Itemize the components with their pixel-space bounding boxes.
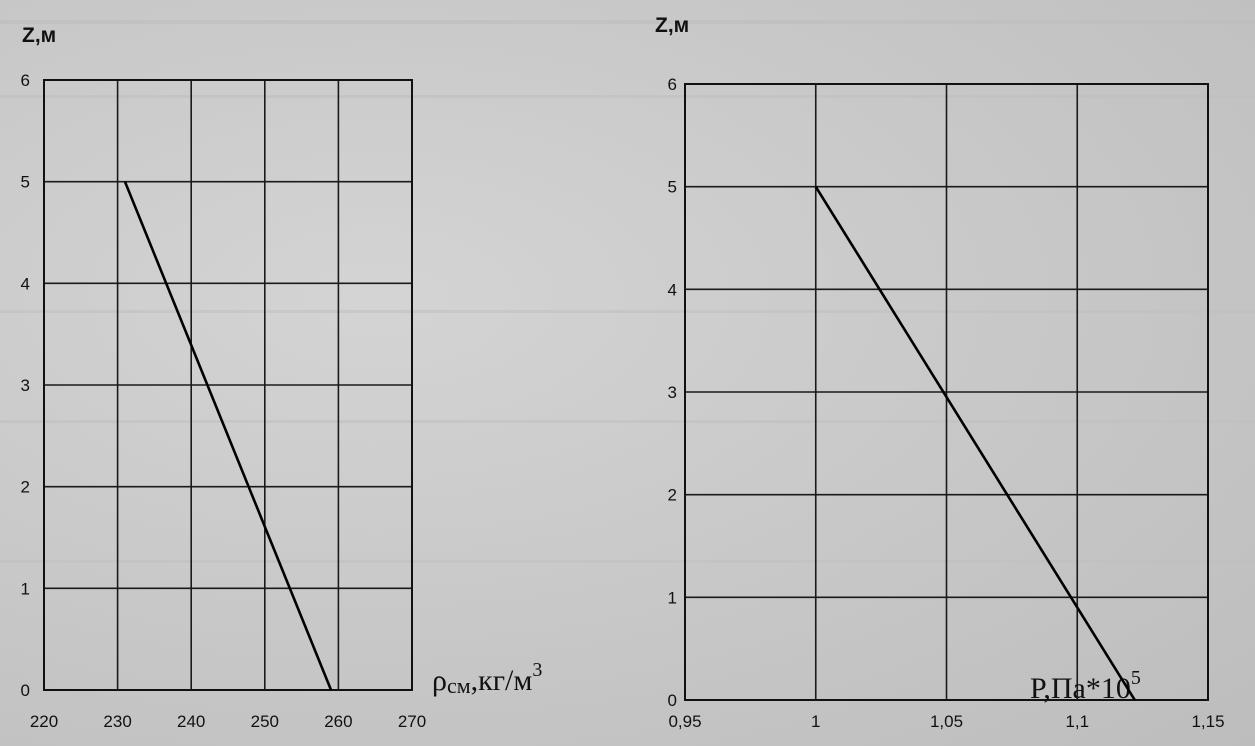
density-chart: 220 230 240 250 260 270 0 1 2 3 4 5 6 Z,м ρсм,кг/м3 (21, 24, 543, 731)
plot-frame (684, 83, 1209, 701)
y-axis-title: Z,м (22, 24, 56, 47)
y-tick-label: 2 (21, 478, 30, 497)
x-tick-label: 0,95 (668, 712, 701, 731)
x-tick-label: 220 (30, 712, 58, 731)
y-tick-label: 2 (668, 486, 677, 505)
x-tick-label: 1,05 (930, 712, 963, 731)
y-tick-label: 1 (668, 588, 677, 607)
series-line (123, 181, 333, 691)
y-tick-label: 6 (668, 75, 677, 94)
y-tick-label: 5 (21, 173, 30, 192)
bleed-through-texture (0, 20, 1255, 563)
y-tick-label: 5 (668, 178, 677, 197)
y-tick-label: 3 (21, 376, 30, 395)
y-tick-label: 4 (668, 280, 677, 299)
y-tick-label: 3 (668, 383, 677, 402)
plot-frame (43, 79, 413, 691)
y-tick-label: 1 (21, 579, 30, 598)
series-line (814, 185, 1136, 701)
y-axis-title: Z,м (655, 14, 689, 37)
x-tick-label: 250 (251, 712, 279, 731)
x-tick-label: 270 (398, 712, 426, 731)
y-tick-label: 6 (21, 71, 30, 90)
x-tick-label: 1,15 (1191, 712, 1224, 731)
x-axis-title: ρсм,кг/м3 (432, 659, 542, 698)
y-tick-label: 0 (21, 681, 30, 700)
x-axis-title: P,Па*105 (1030, 667, 1141, 705)
x-tick-label: 240 (177, 712, 205, 731)
x-tick-label: 230 (103, 712, 131, 731)
x-tick-label: 1 (811, 712, 820, 731)
x-tick-label: 260 (324, 712, 352, 731)
x-tick-label: 1,1 (1065, 712, 1089, 731)
pressure-chart: 0,95 1 1,05 1,1 1,15 0 1 2 3 4 5 6 Z,м P,Па*105 (655, 14, 1225, 731)
y-tick-label: 4 (21, 274, 30, 293)
y-tick-label: 0 (668, 691, 677, 710)
